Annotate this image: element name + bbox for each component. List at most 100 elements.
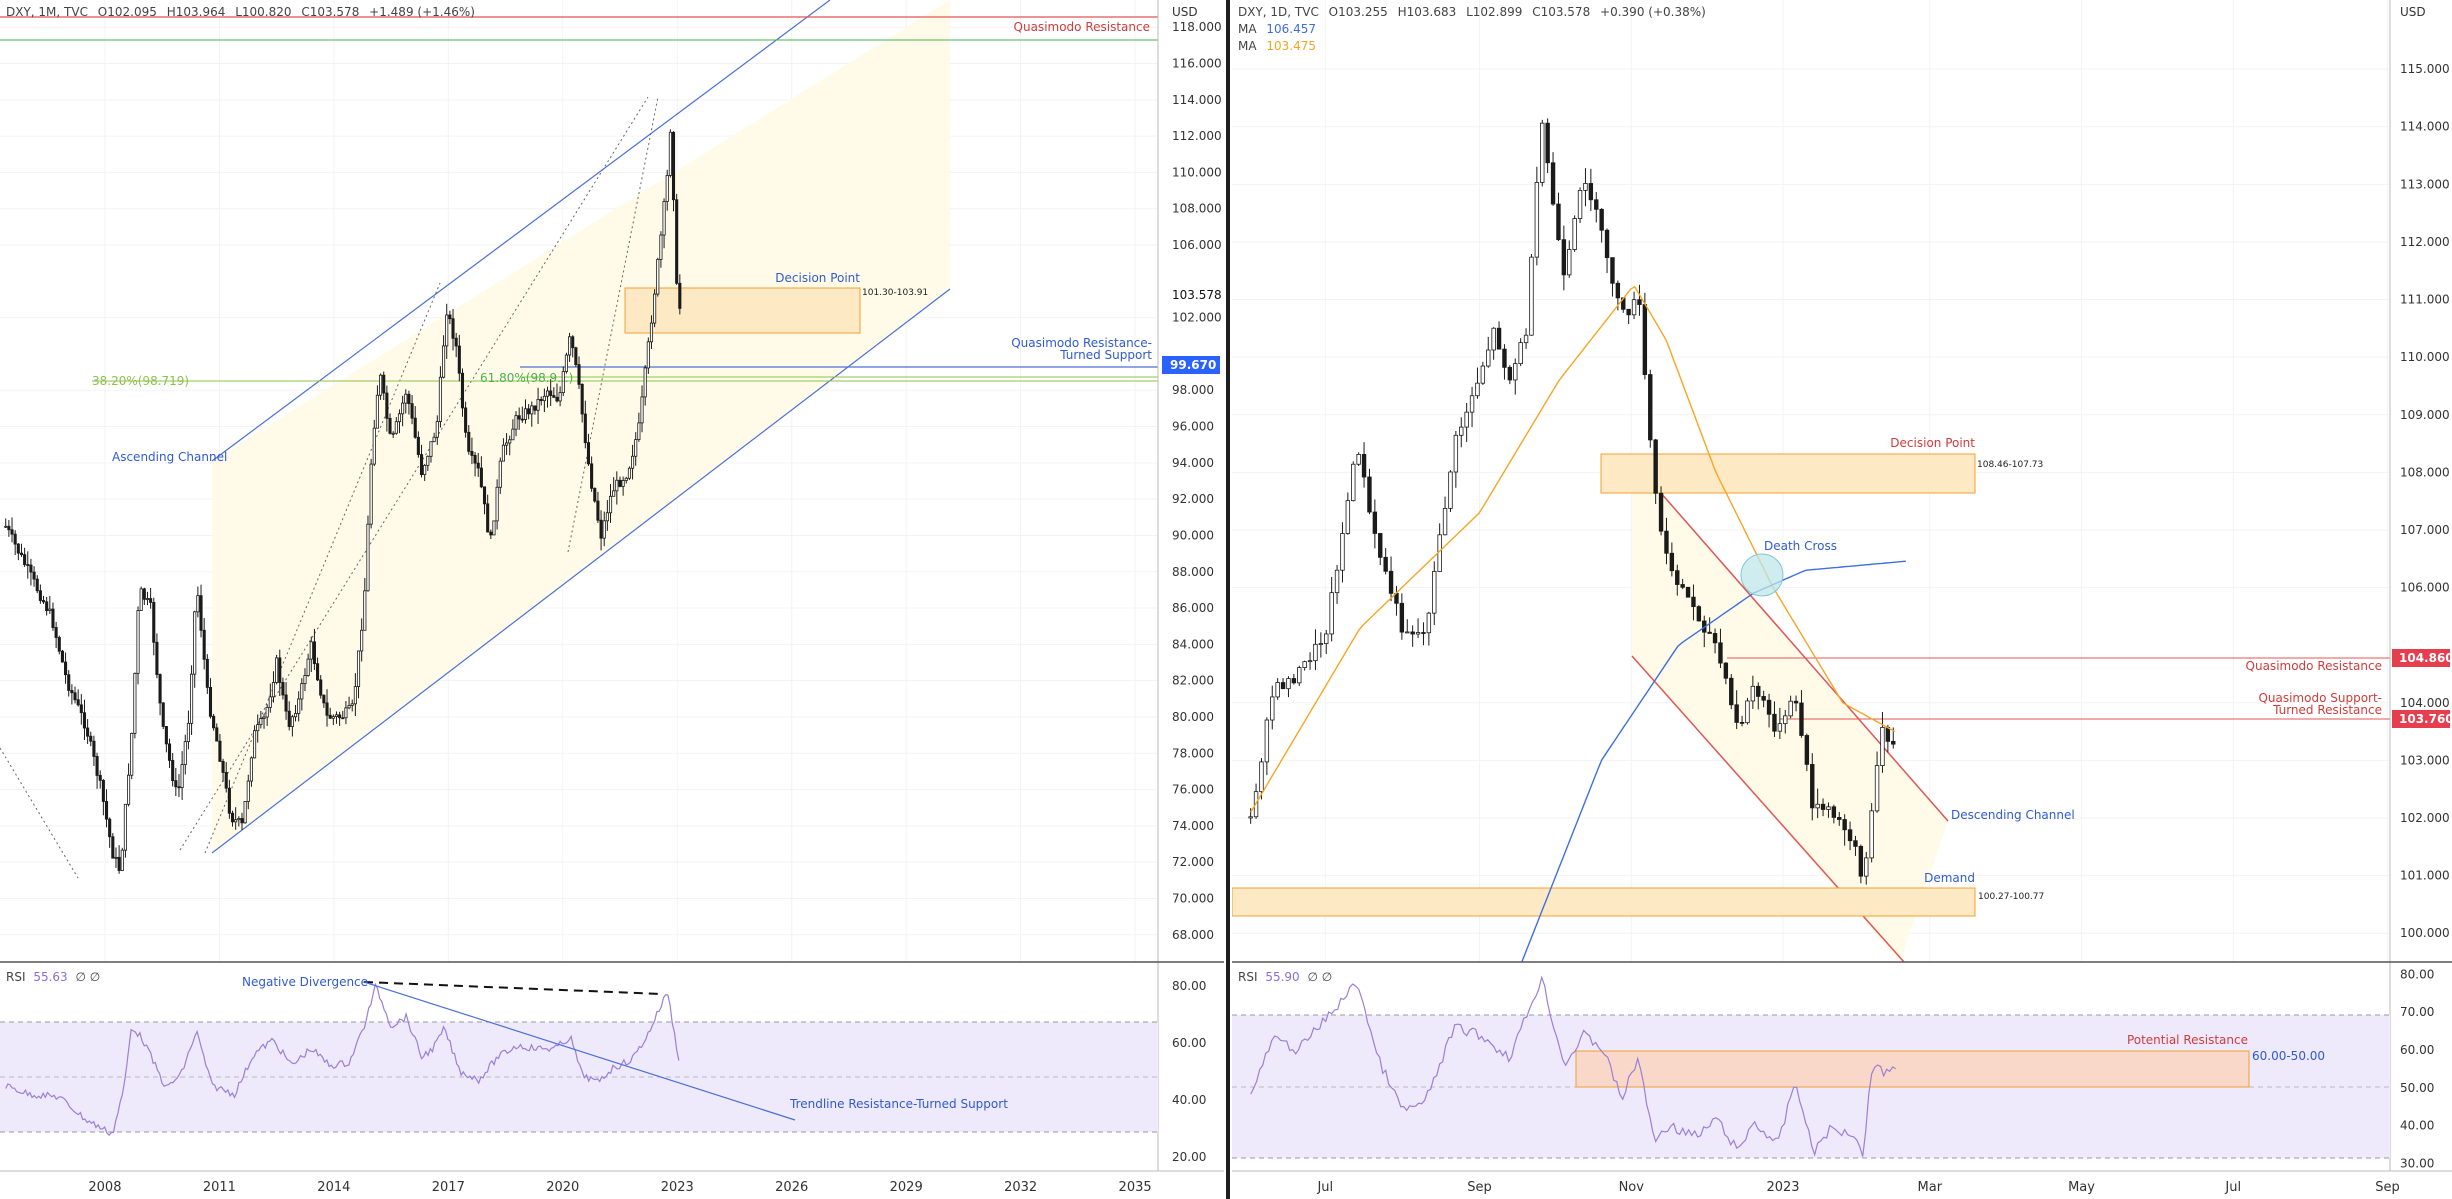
- left-y-tick-label: 114.000: [1172, 93, 1222, 107]
- candle-body: [16, 543, 20, 554]
- candle-body: [1680, 584, 1685, 588]
- left-y-tick-label: 116.000: [1172, 57, 1222, 71]
- left-x-tick-label: 2011: [203, 1180, 236, 1195]
- candle-body: [1367, 476, 1372, 513]
- candle-body: [1329, 592, 1334, 635]
- left-y-tick-label: 96.000: [1172, 420, 1214, 434]
- candle-body: [312, 641, 316, 665]
- potential-resistance-label: Potential Resistance: [2127, 1033, 2248, 1047]
- right-badge-qm-bg: [2392, 649, 2450, 667]
- candle-body: [243, 801, 247, 824]
- candle-body: [564, 354, 568, 372]
- candle-body: [653, 293, 657, 324]
- candle-body: [489, 531, 493, 536]
- candle-body: [542, 395, 546, 402]
- candle-body: [520, 418, 524, 421]
- candle-body: [505, 442, 509, 446]
- candle-body: [265, 706, 269, 718]
- candle-body: [1874, 765, 1880, 812]
- left-y-tick-label: 72.000: [1172, 855, 1214, 869]
- right-y-tick-label: 108.000: [2400, 465, 2450, 479]
- left-low: L100.820: [235, 5, 291, 19]
- candle-body: [1529, 256, 1534, 336]
- left-price-badge-bg: [1162, 287, 1220, 303]
- candle-body: [108, 818, 112, 838]
- candle-body: [341, 717, 345, 720]
- candle-body: [1410, 631, 1415, 635]
- svg-text:MA 103.475: MA 103.475: [1238, 39, 1316, 53]
- candle-body: [158, 674, 162, 704]
- candle-body: [306, 658, 310, 676]
- candle-body: [561, 371, 565, 393]
- left-y-tick-label: 68.000: [1172, 928, 1214, 942]
- candle-body: [1415, 632, 1421, 635]
- candle-body: [1486, 349, 1491, 367]
- candle-body: [1275, 682, 1280, 698]
- candle-body: [104, 801, 109, 820]
- candle-body: [675, 199, 679, 284]
- right-rsi-name: RSI: [1238, 970, 1258, 984]
- candle-body: [26, 564, 30, 566]
- candle-body: [486, 503, 490, 533]
- candle-body: [1572, 218, 1577, 250]
- right-ma1-value: 106.457: [1266, 22, 1316, 36]
- right-y-tick-label: 111.000: [2400, 293, 2450, 307]
- qm-turned-label-1: Quasimodo Resistance-: [1011, 336, 1152, 350]
- candle-body: [224, 772, 228, 789]
- right-y-tick-label: 110.000: [2400, 350, 2450, 364]
- candle-body: [1459, 426, 1464, 436]
- candle-body: [278, 657, 282, 683]
- candle-body: [1313, 643, 1318, 662]
- candle-body: [1577, 189, 1583, 219]
- svg-text:DXY, 1M, TVC O102.095: DXY, 1M, TVC O102.095 H103.964 L100.820 …: [6, 5, 475, 19]
- candle-body: [41, 600, 46, 603]
- right-y-tick-label: 101.000: [2400, 869, 2450, 883]
- candle-body: [1675, 570, 1680, 585]
- candle-body: [1405, 631, 1410, 634]
- right-rsi-extra: ∅ ∅: [1308, 970, 1333, 984]
- left-annotations: Quasimodo Resistance Decision Point 101.…: [92, 20, 1152, 464]
- candle-body: [86, 727, 90, 737]
- right-overlays: [1232, 118, 2390, 962]
- candle-body: [1648, 374, 1653, 441]
- candle-body: [583, 413, 587, 444]
- candle-body: [627, 467, 631, 479]
- candle-body: [1604, 229, 1610, 259]
- candle-body: [397, 413, 402, 423]
- candle-body: [1594, 199, 1599, 210]
- candle-body: [1318, 643, 1324, 645]
- candle-body: [1637, 299, 1642, 305]
- demand-label: Demand: [1924, 871, 1975, 885]
- right-rsi-series: [1250, 975, 1897, 1157]
- left-close: C103.578: [301, 5, 359, 19]
- candle-body: [1345, 500, 1351, 534]
- right-y-tick-label: 104.000: [2400, 696, 2450, 710]
- candle-body: [350, 703, 354, 706]
- svg-text:RSI 55.63 ∅ ∅: RSI 55.63 ∅ ∅: [6, 970, 100, 984]
- right-y-tick-label: 107.000: [2400, 523, 2450, 537]
- candle-body: [1658, 492, 1664, 532]
- right-open: O103.255: [1329, 5, 1388, 19]
- candle-body: [262, 716, 266, 719]
- left-y-tick-label: 118.000: [1172, 20, 1222, 34]
- candle-body: [426, 455, 430, 466]
- left-x-ticks: 2008 2011 2014 2017 2020 2023 2026 2029 2032 2035: [88, 1180, 1151, 1195]
- candle-body: [114, 856, 118, 859]
- right-y-tick-label: 113.000: [2400, 177, 2450, 191]
- candle-body: [602, 520, 606, 539]
- left-rsi-tick-label: 80.00: [1172, 979, 1206, 993]
- candle-body: [1502, 348, 1507, 368]
- candle-body: [32, 571, 36, 580]
- candle-body: [183, 741, 187, 766]
- right-rsi-tick-label: 30.00: [2400, 1156, 2434, 1170]
- candle-body: [7, 525, 11, 531]
- fib-61-label: 61.80%(98.9...): [480, 371, 573, 385]
- right-x-tick-label: Sep: [2375, 1180, 2400, 1195]
- candle-body: [120, 849, 124, 871]
- candle-body: [643, 367, 647, 398]
- candle-body: [152, 602, 156, 643]
- candle-body: [558, 392, 562, 402]
- candle-body: [1810, 763, 1815, 809]
- candle-body: [79, 704, 83, 714]
